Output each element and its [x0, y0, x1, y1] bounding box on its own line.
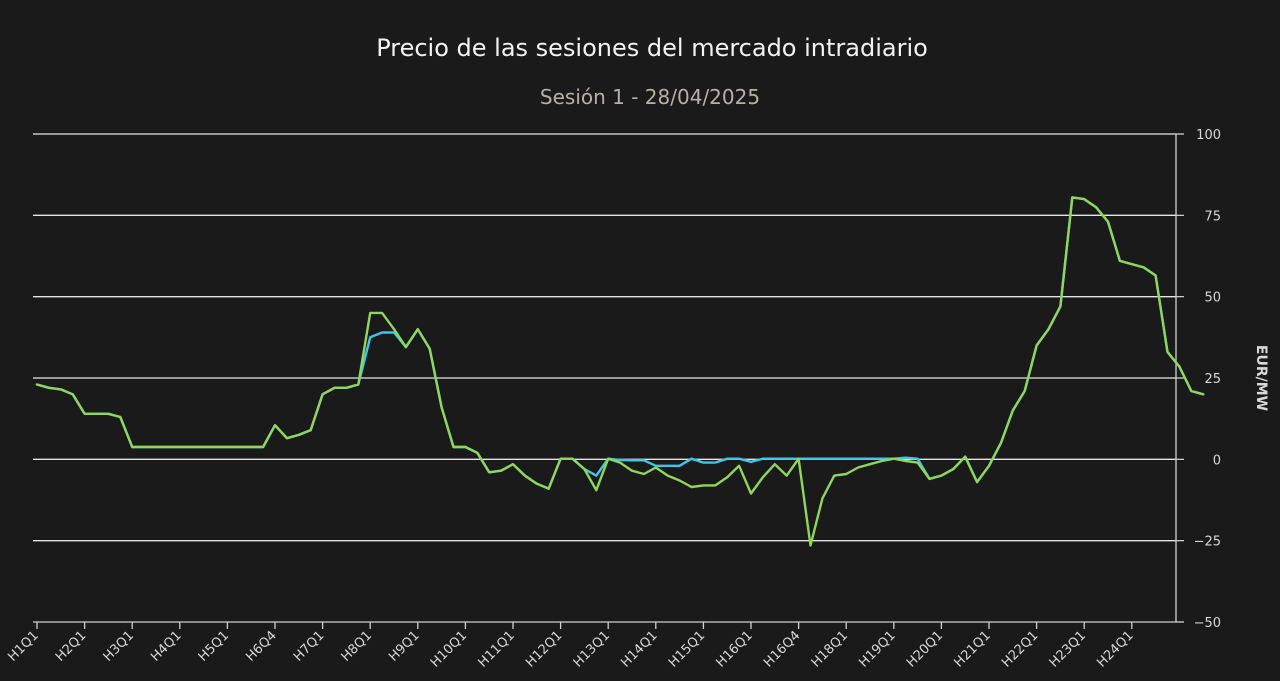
x-tick-label: H3Q1: [101, 628, 137, 664]
y-tick-label: −25: [1194, 535, 1221, 550]
x-tick-label: H13Q1: [571, 628, 613, 670]
y-tick-label: 75: [1204, 209, 1221, 224]
y-tick-label: 50: [1204, 291, 1221, 306]
y-tick-label: 0: [1213, 453, 1221, 468]
x-tick-label: H21Q1: [952, 628, 994, 670]
x-tick-label: H1Q1: [5, 628, 41, 664]
x-tick-label: H2Q1: [53, 628, 89, 664]
x-tick-label: H24Q1: [1094, 628, 1136, 670]
x-tick-label: H7Q1: [291, 628, 327, 664]
x-tick-label: H6Q4: [243, 628, 279, 664]
x-tick-label: H20Q1: [904, 628, 946, 670]
y-tick-label: 100: [1196, 128, 1221, 143]
x-tick-labels: H1Q1 H2Q1 H3Q1 H4Q1 H5Q1 H6Q4 H7Q1 H8Q1 H9Q1 H10Q…: [5, 628, 1136, 670]
grid-lines: [33, 133, 1176, 542]
series-lines: [35, 196, 1205, 547]
x-tick-label: H15Q1: [666, 628, 708, 670]
x-tick-label: H16Q1: [714, 628, 756, 670]
x-tick-label: H16Q4: [761, 628, 803, 670]
chart-subtitle: Sesión 1 - 28/04/2025: [540, 85, 760, 109]
x-tick-label: H9Q1: [386, 628, 422, 664]
x-tick-label: H22Q1: [999, 628, 1041, 670]
x-tick-label: H19Q1: [856, 628, 898, 670]
series-line-2: [35, 196, 1205, 547]
axes: [33, 133, 1184, 629]
x-tick-label: H11Q1: [476, 628, 518, 670]
x-tick-label: H10Q1: [428, 628, 470, 670]
x-tick-label: H18Q1: [809, 628, 851, 670]
x-tick-label: H4Q1: [148, 628, 184, 664]
y-tick-label: 25: [1204, 372, 1221, 387]
y-tick-label: −50: [1194, 616, 1221, 631]
x-tick-label: H12Q1: [523, 628, 565, 670]
y-tick-labels: −50 −25 0 25 50 75 100: [1194, 128, 1221, 631]
series-line-1: [35, 196, 1205, 490]
chart-title: Precio de las sesiones del mercado intra…: [376, 34, 928, 62]
x-tick-label: H23Q1: [1047, 628, 1089, 670]
x-tick-label: H5Q1: [196, 628, 232, 664]
x-tick-label: H8Q1: [339, 628, 375, 664]
y-axis-label: EUR/MW: [1253, 345, 1269, 411]
x-tick-label: H14Q1: [618, 628, 660, 670]
